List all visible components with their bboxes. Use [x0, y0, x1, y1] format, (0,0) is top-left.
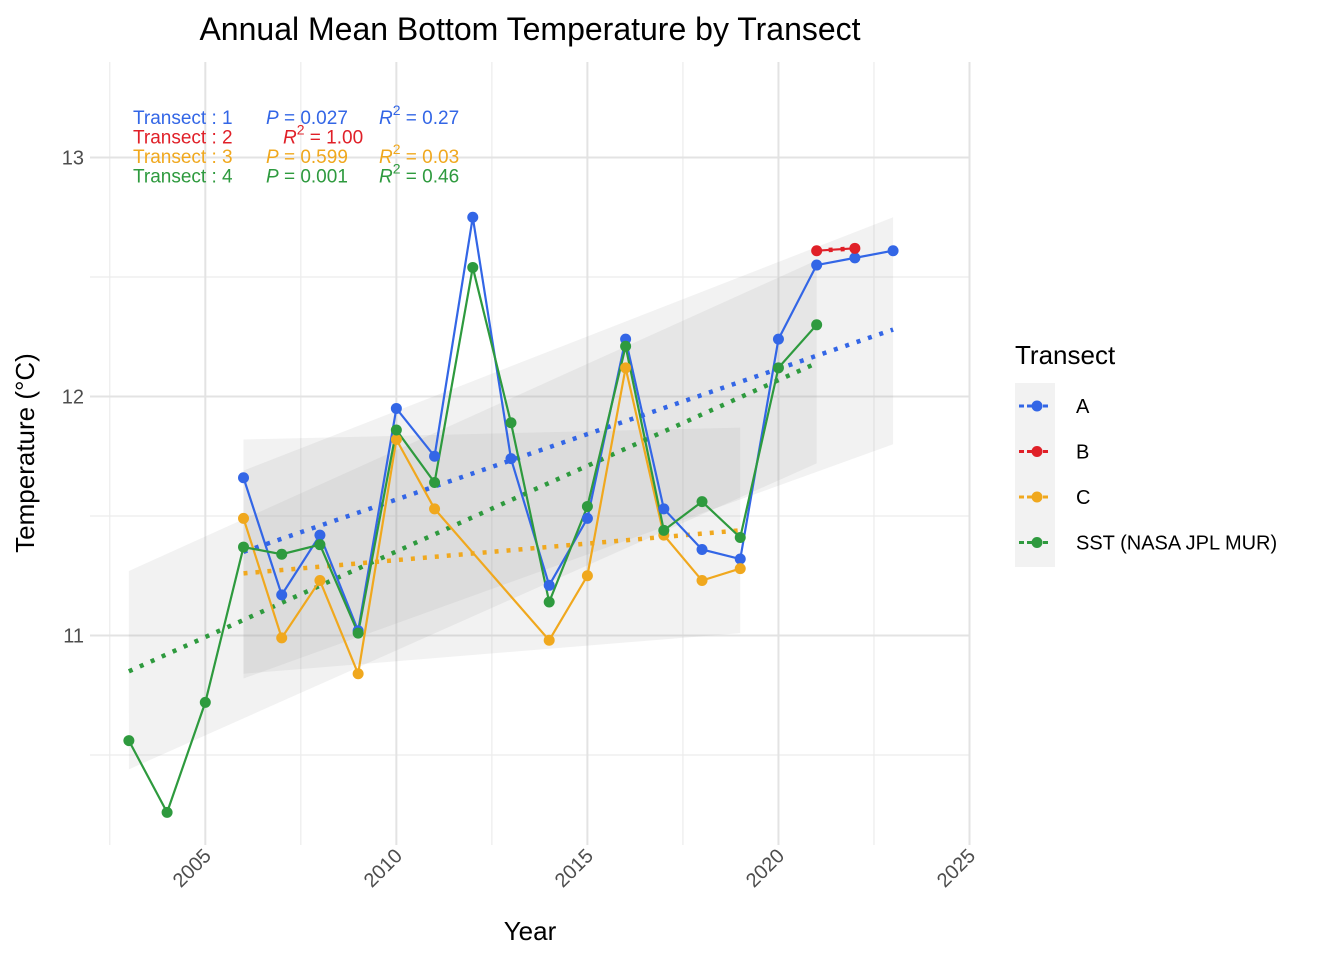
- data-point: [734, 563, 746, 575]
- chart-title: Annual Mean Bottom Temperature by Transe…: [199, 11, 860, 47]
- y-tick-label: 13: [62, 148, 84, 170]
- data-point: [390, 402, 402, 414]
- data-point: [352, 627, 364, 639]
- data-point: [887, 245, 899, 257]
- data-point: [696, 543, 708, 555]
- legend-label: C: [1076, 487, 1090, 509]
- data-point: [467, 211, 479, 223]
- data-point: [429, 477, 441, 489]
- annotation-r-squared: R2 = 1.00: [283, 122, 363, 149]
- confidence-band: [128, 260, 817, 770]
- data-point: [581, 500, 593, 512]
- legend-label: B: [1076, 442, 1089, 464]
- data-point: [581, 570, 593, 582]
- data-point: [390, 424, 402, 436]
- y-tick-label: 11: [63, 626, 84, 648]
- legend-key-point: [1031, 400, 1043, 412]
- data-point: [390, 434, 402, 446]
- data-point: [811, 259, 823, 271]
- data-point: [505, 417, 517, 429]
- data-point: [620, 340, 632, 352]
- data-point: [314, 539, 326, 551]
- series-line: [816, 247, 855, 252]
- data-point: [696, 575, 708, 587]
- data-point: [811, 319, 823, 331]
- data-point: [276, 548, 288, 560]
- legend: Transect A B C SST (NASA JPL MUR): [1015, 340, 1277, 567]
- y-tick-label: 12: [62, 387, 84, 409]
- data-point: [199, 696, 211, 708]
- annotation-p-value: P = 0.599: [266, 147, 348, 168]
- stats-annotation: Transect : 4 P = 0.001 R2 = 0.46: [133, 161, 459, 188]
- legend-label: A: [1076, 396, 1090, 418]
- data-point: [734, 532, 746, 544]
- series-line: [242, 367, 741, 678]
- legend-key-point: [1031, 537, 1043, 548]
- y-axis-title: Temperature (°C): [10, 353, 40, 553]
- data-point: [505, 453, 517, 465]
- data-point: [696, 496, 708, 508]
- data-point: [849, 242, 861, 254]
- data-point: [429, 450, 441, 462]
- annotation-p-value: P = 0.027: [266, 108, 348, 129]
- data-point: [352, 668, 364, 680]
- legend-key-point: [1031, 446, 1043, 457]
- x-tick-label: 2005: [169, 845, 216, 892]
- data-point: [543, 596, 555, 608]
- x-axis-title: Year: [504, 916, 557, 946]
- annotation-label: Transect : 2: [133, 128, 233, 149]
- annotation-p-value: P = 0.001: [266, 167, 348, 188]
- data-point: [314, 575, 326, 587]
- data-point: [658, 503, 670, 515]
- data-point: [581, 512, 593, 524]
- data-point: [238, 512, 250, 524]
- annotation-r-squared: R2 = 0.27: [379, 102, 459, 129]
- confidence-band: [243, 217, 894, 679]
- data-point: [276, 589, 288, 601]
- data-point: [314, 529, 326, 541]
- stats-annotation: Transect : 2 R2 = 1.00: [133, 122, 363, 149]
- data-point: [429, 503, 441, 515]
- x-tick-label: 2010: [360, 845, 407, 892]
- annotation-r-squared: R2 = 0.03: [379, 141, 459, 168]
- data-point: [811, 245, 823, 257]
- data-point: [734, 553, 746, 565]
- x-tick-label: 2015: [551, 845, 598, 892]
- annotation-label: Transect : 1: [133, 108, 233, 129]
- data-point: [772, 362, 784, 374]
- data-point: [658, 524, 670, 536]
- data-point: [123, 735, 135, 747]
- annotation-label: Transect : 3: [133, 147, 233, 168]
- data-point: [543, 634, 555, 646]
- data-point: [849, 252, 861, 264]
- annotation-r-squared: R2 = 0.46: [379, 161, 459, 188]
- data-point: [543, 579, 555, 591]
- legend-key-point: [1031, 491, 1043, 503]
- stats-annotation: Transect : 3 P = 0.599 R2 = 0.03: [133, 141, 459, 168]
- legend-label: SST (NASA JPL MUR): [1076, 533, 1277, 555]
- data-point: [238, 472, 250, 484]
- data-point: [238, 541, 250, 553]
- plot-area: 11 12 13 2005 2010 2015 2020 2025 Transect : 1 P …: [62, 62, 980, 892]
- annotation-label: Transect : 4: [133, 167, 233, 188]
- x-tick-label: 2025: [933, 845, 980, 892]
- stats-annotation: Transect : 1 P = 0.027 R2 = 0.27: [133, 102, 459, 129]
- data-point: [772, 333, 784, 345]
- legend-title: Transect: [1015, 340, 1116, 370]
- data-point: [276, 632, 288, 644]
- data-point: [161, 806, 173, 818]
- data-point: [467, 261, 479, 273]
- legend-key-background: [1015, 383, 1055, 567]
- data-point: [620, 362, 632, 374]
- x-tick-label: 2020: [742, 845, 789, 892]
